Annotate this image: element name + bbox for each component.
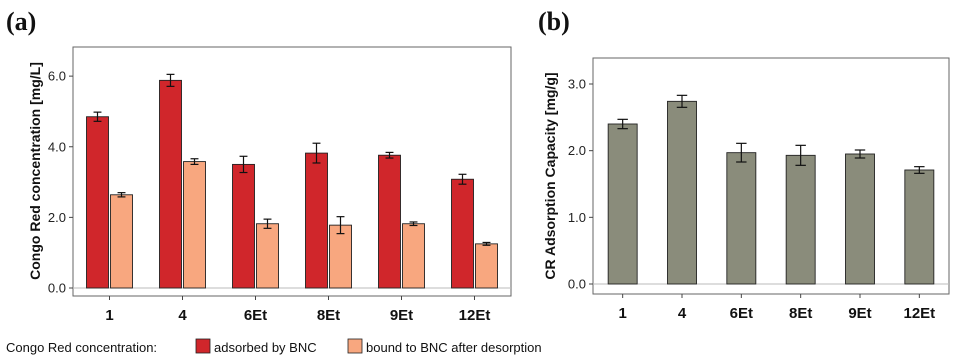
panel-b: (b) CR Adsorption Capacity [mg/g] 0.0 1.0…	[538, 7, 950, 322]
bar	[607, 123, 638, 285]
legend-label-adsorbed: adsorbed by BNC	[214, 340, 317, 355]
y-tick-label: 2.0	[568, 143, 586, 158]
bar	[667, 100, 697, 285]
panel-a-label: (a)	[6, 7, 36, 36]
bar	[183, 161, 206, 289]
bar	[86, 116, 109, 289]
x-tick-label: 9Et	[390, 307, 413, 324]
y-tick-label: 1.0	[568, 210, 586, 225]
bar	[845, 153, 875, 285]
bar	[904, 169, 935, 285]
legend-label-desorption: bound to BNC after desorption	[366, 340, 542, 355]
bar	[402, 223, 425, 289]
legend-swatch-adsorbed	[195, 338, 211, 354]
legend-prefix: Congo Red concentration:	[6, 340, 157, 355]
panel-a-plot-frame	[72, 46, 512, 297]
bar	[329, 224, 352, 289]
x-tick-label: 6Et	[730, 305, 753, 322]
y-tick-label: 3.0	[568, 77, 586, 92]
x-tick-label: 9Et	[848, 305, 871, 322]
bar	[726, 152, 757, 285]
x-tick-label: 12Et	[459, 307, 491, 324]
bar	[378, 154, 401, 289]
x-tick-label: 1	[618, 305, 626, 322]
panel-b-label: (b)	[538, 7, 570, 36]
bar	[451, 178, 474, 289]
x-tick-label: 1	[105, 307, 113, 324]
x-tick-label: 8Et	[789, 305, 812, 322]
x-tick-label: 12Et	[903, 305, 935, 322]
y-tick-label: 6.0	[48, 69, 66, 84]
legend: Congo Red concentration: adsorbed by BNC…	[6, 338, 542, 355]
y-tick-label: 4.0	[48, 139, 66, 154]
bar	[785, 154, 816, 285]
x-tick-label: 4	[678, 305, 687, 322]
legend-swatch-desorption	[347, 338, 363, 354]
panel-a-x-ticks: 1 4 6Et 8Et 9Et 12Et	[105, 296, 490, 324]
panel-b-plot-frame	[592, 57, 950, 295]
y-tick-label: 0.0	[48, 281, 66, 296]
panel-b-x-ticks: 1 4 6Et 8Et 9Et 12Et	[618, 294, 935, 322]
bar	[305, 152, 328, 289]
panel-a: (a) Congo Red concentration [mg/L] 0.0 2.…	[6, 7, 512, 324]
bar	[475, 243, 498, 289]
bar	[159, 79, 182, 289]
panel-a-bars	[86, 73, 498, 289]
panel-a-y-axis-title: Congo Red concentration [mg/L]	[27, 62, 43, 280]
bar	[110, 194, 133, 289]
panel-b-bars	[607, 94, 935, 285]
x-tick-label: 8Et	[317, 307, 340, 324]
bar	[256, 223, 279, 289]
x-tick-label: 6Et	[244, 307, 267, 324]
panel-b-y-ticks: 0.0 1.0 2.0 3.0	[568, 77, 593, 292]
panel-a-y-ticks: 0.0 2.0 4.0 6.0	[48, 69, 73, 296]
y-tick-label: 0.0	[568, 277, 586, 292]
y-tick-label: 2.0	[48, 210, 66, 225]
x-tick-label: 4	[178, 307, 187, 324]
panel-b-y-axis-title: CR Adsorption Capacity [mg/g]	[542, 72, 558, 279]
bar	[232, 163, 255, 289]
